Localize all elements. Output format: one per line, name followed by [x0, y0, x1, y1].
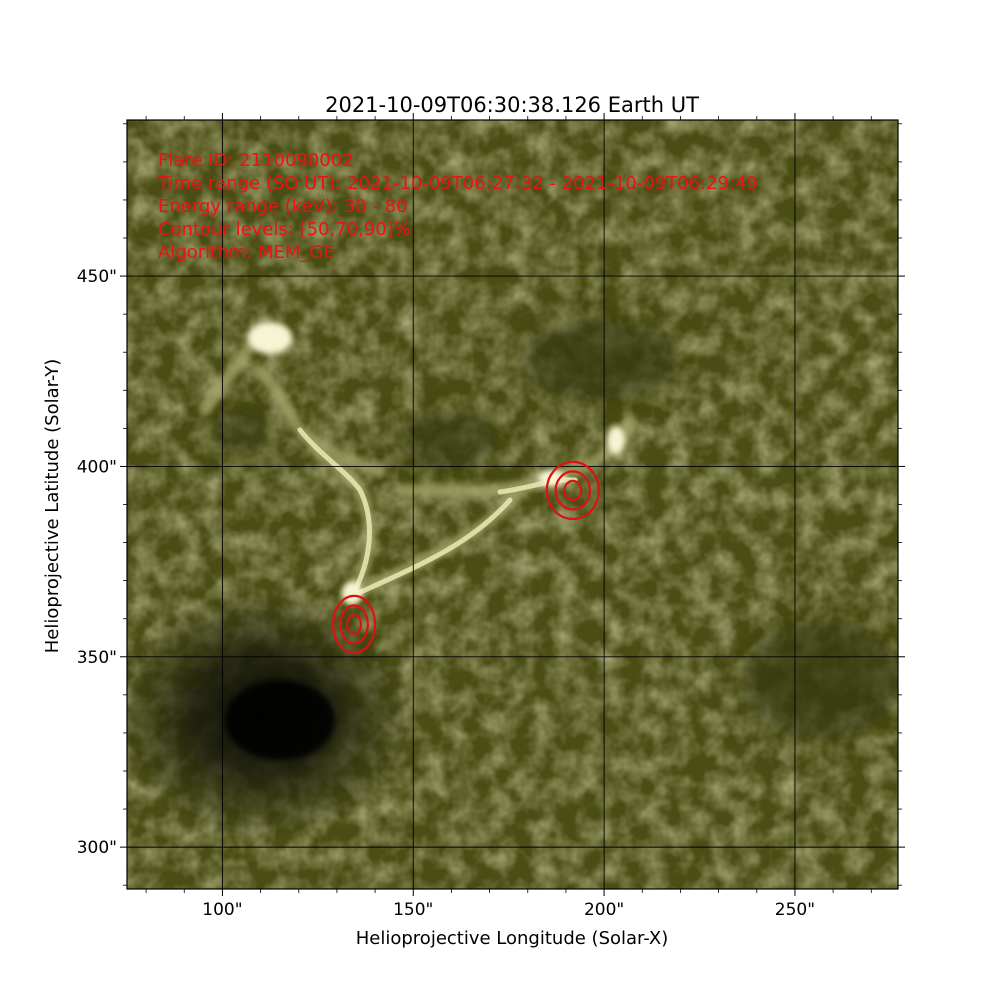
contour-ring [346, 613, 363, 636]
y-tick-label: 450" [77, 267, 117, 287]
info-flare-id: Flare ID: 2110090002 [158, 150, 354, 171]
flare-loops [199, 322, 636, 605]
info-box: Flare ID: 2110090002 Time range (SO UT):… [157, 150, 758, 263]
x-axis-label: Helioprojective Longitude (Solar-X) [356, 928, 669, 949]
x-tick-label: 150" [393, 900, 433, 920]
x-tick-label: 100" [202, 900, 242, 920]
sunspot-umbra [225, 680, 335, 760]
contour-ring [554, 470, 592, 511]
x-tick-label: 250" [775, 900, 815, 920]
info-time-range: Time range (SO UT): 2021-10-09T06:27:32 … [157, 173, 758, 194]
grid [127, 120, 898, 889]
info-contour-levels: Contour levels: [50,70,90]% [158, 219, 411, 240]
y-tick-label: 300" [77, 838, 117, 858]
contour-ring [563, 479, 583, 502]
y-tick-label: 350" [77, 648, 117, 668]
dim-patches [210, 320, 898, 740]
x-tick-label: 200" [584, 900, 624, 920]
chart-title: 2021-10-09T06:30:38.126 Earth UT [325, 93, 699, 117]
info-algorithm: Algorithm: MEM_GE [158, 242, 335, 263]
contour-ring [545, 460, 600, 521]
y-tick-label: 400" [77, 457, 117, 477]
solar-image [127, 120, 898, 889]
axis-ticks [120, 113, 905, 896]
contour-overlay [332, 460, 600, 655]
y-axis-label: Helioprojective Latitude (Solar-Y) [42, 359, 63, 653]
info-energy-range: Energy range (keV): 30 - 80 [158, 196, 408, 217]
contour-ring [339, 604, 369, 645]
contour-ring [332, 594, 377, 655]
